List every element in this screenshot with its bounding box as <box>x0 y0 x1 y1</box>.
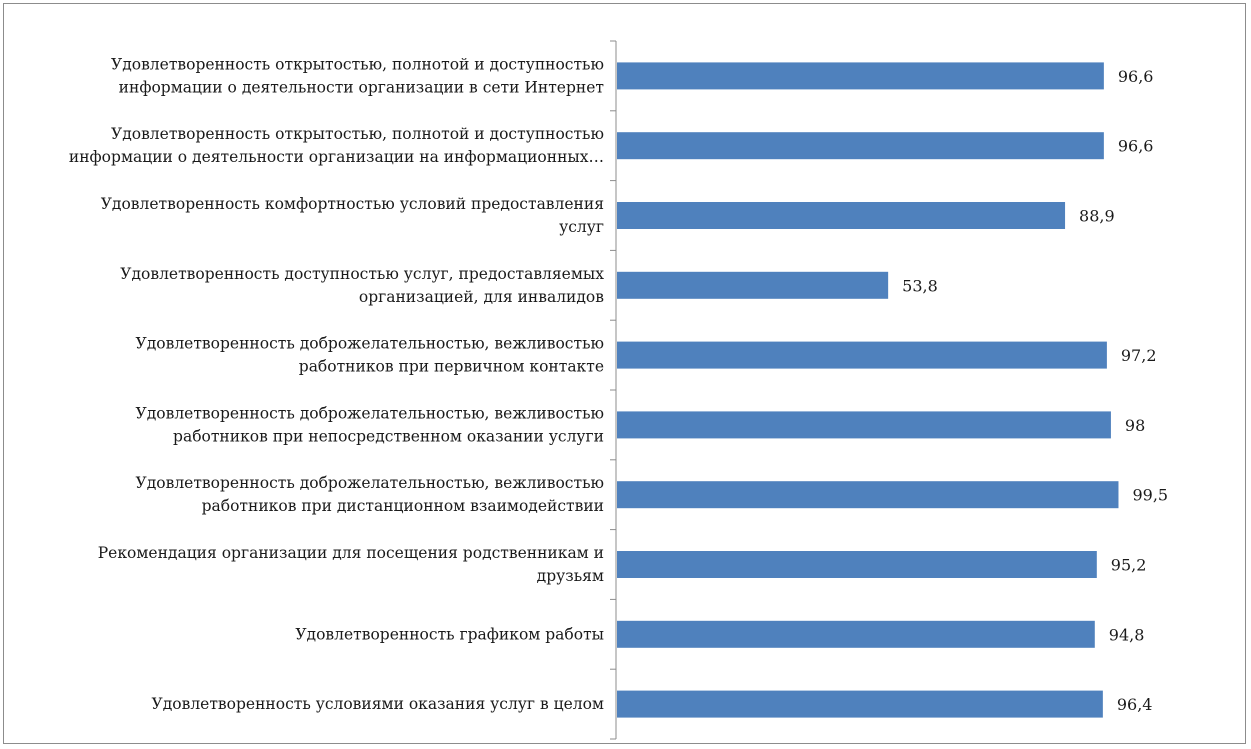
bar-1 <box>617 62 1104 90</box>
category-label-10: Удовлетворенность условиями оказания усл… <box>152 695 604 713</box>
bar-chart: 96,6 Удовлетворенность открытостью, полно… <box>69 40 1168 740</box>
bar-8 <box>617 551 1097 578</box>
bar-6 <box>617 411 1111 439</box>
value-label-10: 96,4 <box>1117 695 1153 714</box>
value-label-6: 98 <box>1125 416 1145 435</box>
category-label-4: Удовлетворенность доступностью услуг, пр… <box>120 265 604 306</box>
category-label-7: Удовлетворенность доброжелательностью, в… <box>136 474 604 515</box>
category-label-9: Удовлетворенность графиком работы <box>295 625 604 643</box>
value-label-1: 96,6 <box>1118 67 1154 86</box>
chart-frame: 96,6 Удовлетворенность открытостью, полно… <box>3 3 1246 744</box>
value-label-8: 95,2 <box>1111 556 1147 575</box>
bar-7 <box>617 481 1119 509</box>
category-label-1: Удовлетворенность открытостью, полнотой … <box>111 55 604 96</box>
bar-5 <box>617 341 1107 369</box>
bar-9 <box>617 620 1095 648</box>
value-label-2: 96,6 <box>1118 137 1154 156</box>
value-label-4: 53,8 <box>902 276 938 295</box>
category-label-3: Удовлетворенность комфортностью условий … <box>101 195 604 236</box>
category-label-2: Удовлетворенность открытостью, полнотой … <box>69 125 604 166</box>
value-label-7: 99,5 <box>1132 486 1168 505</box>
bar-2 <box>617 132 1104 160</box>
category-label-5: Удовлетворенность доброжелательностью, в… <box>136 335 604 376</box>
value-label-5: 97,2 <box>1121 346 1157 365</box>
bar-10 <box>617 690 1103 718</box>
value-label-9: 94,8 <box>1109 625 1145 644</box>
category-label-6: Удовлетворенность доброжелательностью, в… <box>136 404 604 445</box>
bar-4 <box>617 271 889 299</box>
category-label-8: Рекомендация организации для посещения р… <box>98 544 604 585</box>
bar-3 <box>617 202 1066 229</box>
value-label-3: 88,9 <box>1079 207 1115 226</box>
